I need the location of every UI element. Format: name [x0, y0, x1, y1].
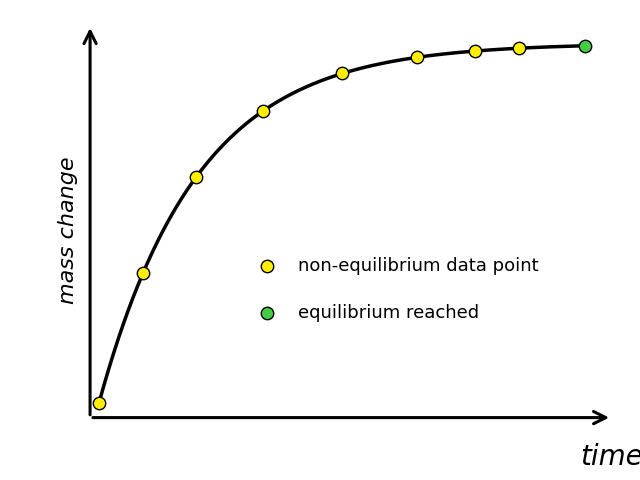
Point — [138, 269, 148, 276]
Text: non-equilibrium data point: non-equilibrium data point — [298, 257, 539, 276]
Point — [514, 44, 524, 52]
Point — [470, 47, 480, 55]
Text: time: time — [580, 443, 640, 471]
Point — [257, 108, 268, 115]
Point — [412, 53, 422, 61]
Point — [580, 42, 591, 49]
Point — [94, 399, 104, 407]
Text: equilibrium reached: equilibrium reached — [298, 304, 479, 322]
Point — [262, 310, 272, 317]
Point — [337, 70, 348, 77]
Point — [191, 173, 202, 181]
Text: mass change: mass change — [58, 156, 78, 304]
Point — [262, 263, 272, 270]
